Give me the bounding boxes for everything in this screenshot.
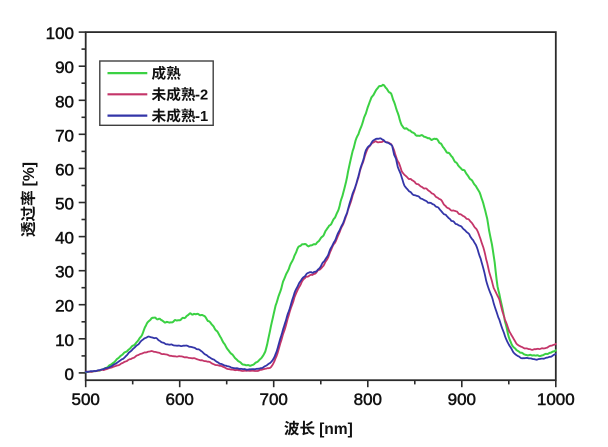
svg-text:50: 50 — [55, 195, 74, 214]
svg-text:80: 80 — [55, 92, 74, 111]
svg-text:600: 600 — [166, 390, 194, 409]
svg-text:700: 700 — [260, 390, 288, 409]
svg-text:1000: 1000 — [537, 390, 575, 409]
svg-text:0: 0 — [65, 365, 74, 384]
svg-text:-2: -2 — [195, 88, 208, 104]
svg-text:30: 30 — [55, 263, 74, 282]
svg-text:500: 500 — [72, 390, 100, 409]
svg-text:90: 90 — [55, 58, 74, 77]
svg-text:60: 60 — [55, 160, 74, 179]
svg-text:900: 900 — [448, 390, 476, 409]
svg-text:40: 40 — [55, 229, 74, 248]
svg-text:20: 20 — [55, 297, 74, 316]
svg-text:10: 10 — [55, 331, 74, 350]
svg-text:100: 100 — [46, 24, 74, 43]
svg-text:[nm]: [nm] — [319, 421, 353, 438]
svg-text:-1: -1 — [195, 109, 208, 125]
svg-text:800: 800 — [354, 390, 382, 409]
svg-text:70: 70 — [55, 126, 74, 145]
svg-text:[%]: [%] — [21, 162, 38, 186]
